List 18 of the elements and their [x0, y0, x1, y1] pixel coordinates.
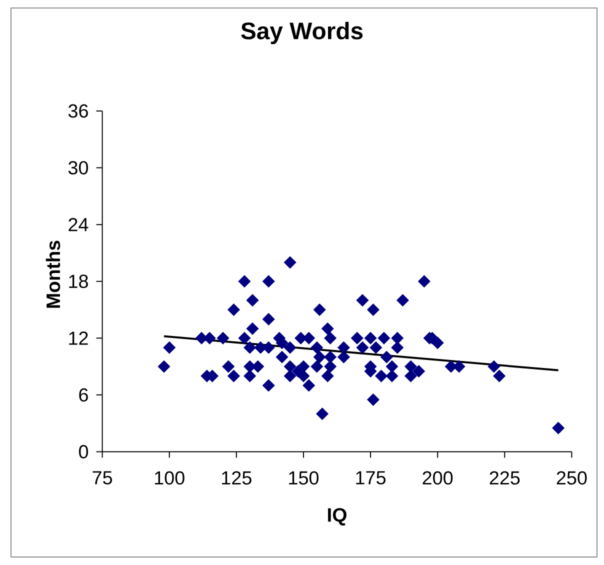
x-tick-label: 100 — [155, 471, 184, 485]
x-tick-label: 175 — [356, 471, 386, 484]
y-axis-title: Months — [46, 240, 60, 308]
x-tick-label: 200 — [422, 471, 453, 485]
x-axis-title: IQ — [328, 508, 346, 526]
y-tick-label: 18 — [69, 274, 88, 288]
x-tick-label: 125 — [222, 471, 252, 485]
y-tick-label: 24 — [68, 218, 88, 232]
y-tick-label: 6 — [79, 388, 88, 402]
y-tick-label: 36 — [68, 104, 88, 118]
y-tick-label: 30 — [68, 161, 88, 174]
x-tick-label: 250 — [556, 471, 587, 485]
x-tick-label: 150 — [289, 471, 319, 485]
x-tick-label: 75 — [92, 471, 112, 484]
x-tick-label: 225 — [490, 471, 520, 485]
chart-title: Say Words — [241, 22, 363, 44]
y-tick-label: 12 — [69, 332, 88, 345]
y-tick-label: 0 — [78, 444, 88, 458]
